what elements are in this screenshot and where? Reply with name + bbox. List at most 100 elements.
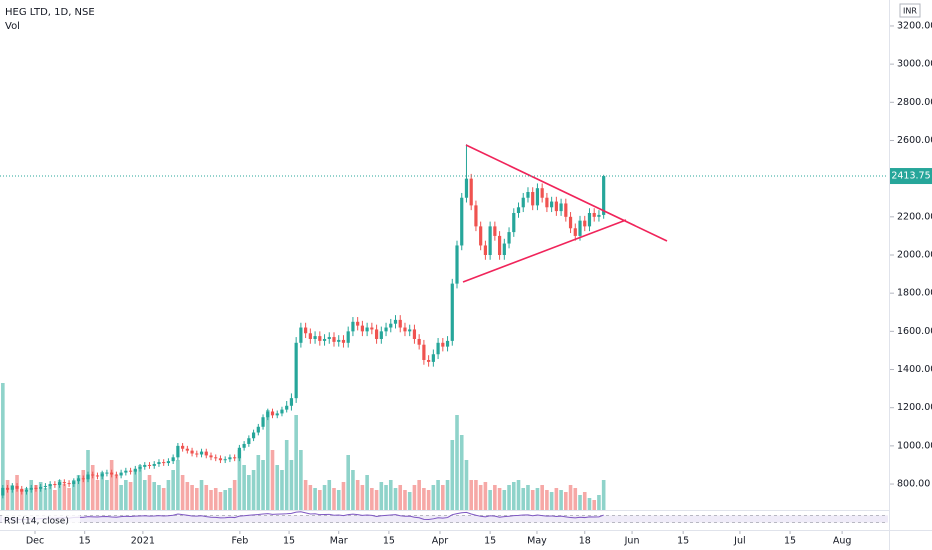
volume-bar xyxy=(119,485,123,510)
price-pane xyxy=(1,144,606,499)
volume-bar xyxy=(426,490,431,510)
volume-bar xyxy=(275,465,280,510)
volume-bar xyxy=(398,485,403,510)
volume-bar xyxy=(195,488,199,510)
volume-bar xyxy=(62,484,67,510)
candle-body xyxy=(237,447,241,459)
volume-bar xyxy=(265,410,270,510)
volume-bar xyxy=(549,492,554,510)
candle-body xyxy=(204,451,208,456)
y-tick-label: 2000.00 xyxy=(897,250,932,261)
candle-body xyxy=(493,226,497,236)
candle-body xyxy=(318,336,322,341)
candle-body xyxy=(483,245,487,255)
candle-body xyxy=(389,323,393,328)
candle-body xyxy=(43,485,48,487)
rsi-legend-bg xyxy=(2,514,80,527)
candle-body xyxy=(214,457,218,459)
candle-body xyxy=(516,207,521,214)
volume-bar xyxy=(124,480,128,510)
volume-bar xyxy=(318,490,322,510)
volume-bar xyxy=(441,485,445,510)
candle-body xyxy=(53,484,57,486)
candle-body xyxy=(34,487,38,489)
candle-body xyxy=(545,197,549,208)
x-tick-label: Aug xyxy=(833,536,852,547)
volume-bar xyxy=(157,485,161,510)
volume-bar xyxy=(407,492,412,510)
y-tick-label: 3200.00 xyxy=(897,20,932,31)
candle-body xyxy=(512,213,516,233)
candle-body xyxy=(147,464,152,466)
volume-bar xyxy=(289,460,294,510)
volume-bar xyxy=(38,482,43,510)
candle-body xyxy=(497,235,502,255)
candle-body xyxy=(540,188,544,198)
x-tick-label: Feb xyxy=(231,536,248,547)
volume-bar xyxy=(308,485,313,510)
volume-bar xyxy=(43,488,48,510)
candle-body xyxy=(479,226,483,246)
volume-bar xyxy=(237,450,242,510)
candle-body xyxy=(251,432,256,439)
volume-bar xyxy=(152,482,157,510)
x-tick-label: 15 xyxy=(677,536,689,547)
rsi-pane xyxy=(0,511,888,523)
candle-body xyxy=(592,213,596,217)
volume-bar xyxy=(370,488,374,510)
volume-bar xyxy=(526,485,530,510)
candle-body xyxy=(62,482,66,484)
x-tick-label: 15 xyxy=(383,536,395,547)
y-tick-label: 800.00 xyxy=(897,479,930,490)
volume-bar xyxy=(445,480,450,510)
candle-body xyxy=(256,426,260,433)
volume-bar xyxy=(34,485,38,510)
candle-body xyxy=(384,327,388,332)
candle-body xyxy=(181,445,185,449)
volume-bar xyxy=(564,492,568,510)
x-tick-label: Dec xyxy=(26,536,44,547)
volume-bar xyxy=(332,488,336,510)
volume-bar xyxy=(521,488,526,510)
candle-body xyxy=(507,232,511,244)
candle-body xyxy=(365,327,369,332)
volume-bar xyxy=(204,485,209,510)
candle-body xyxy=(474,205,478,227)
candle-body xyxy=(346,331,350,343)
candle-body xyxy=(521,197,525,208)
volume-bar xyxy=(105,480,109,510)
candle-body xyxy=(370,327,374,330)
y-tick-label: 2200.00 xyxy=(897,211,932,222)
x-tick-label: Jun xyxy=(624,536,640,547)
candle-body xyxy=(171,457,175,462)
volume-bar xyxy=(19,490,24,510)
volume-pane xyxy=(1,383,606,510)
candle-body xyxy=(261,417,265,427)
volume-bar xyxy=(360,485,365,510)
candle-body xyxy=(304,327,308,334)
volume-bar xyxy=(355,480,360,510)
volume-bar xyxy=(95,480,100,510)
y-tick-label: 1200.00 xyxy=(897,402,932,413)
volume-bar xyxy=(10,485,15,510)
candle-body xyxy=(469,178,473,206)
volume-bar xyxy=(180,475,185,510)
volume-bar xyxy=(384,485,388,510)
candle-body xyxy=(138,466,142,469)
candle-body xyxy=(1,487,5,496)
volume-bar xyxy=(232,480,237,510)
candle-body xyxy=(554,201,558,212)
candle-body xyxy=(20,488,24,492)
candle-body xyxy=(39,486,43,489)
candle-body xyxy=(280,409,284,414)
candle-body xyxy=(427,359,431,362)
volume-bar xyxy=(114,475,119,510)
volume-bar xyxy=(431,485,436,510)
candle-body xyxy=(568,216,573,229)
volume-bar xyxy=(516,480,521,510)
candle-body xyxy=(5,487,10,490)
candle-body xyxy=(299,327,303,343)
candle-body xyxy=(455,245,459,284)
volume-bar xyxy=(393,488,398,510)
